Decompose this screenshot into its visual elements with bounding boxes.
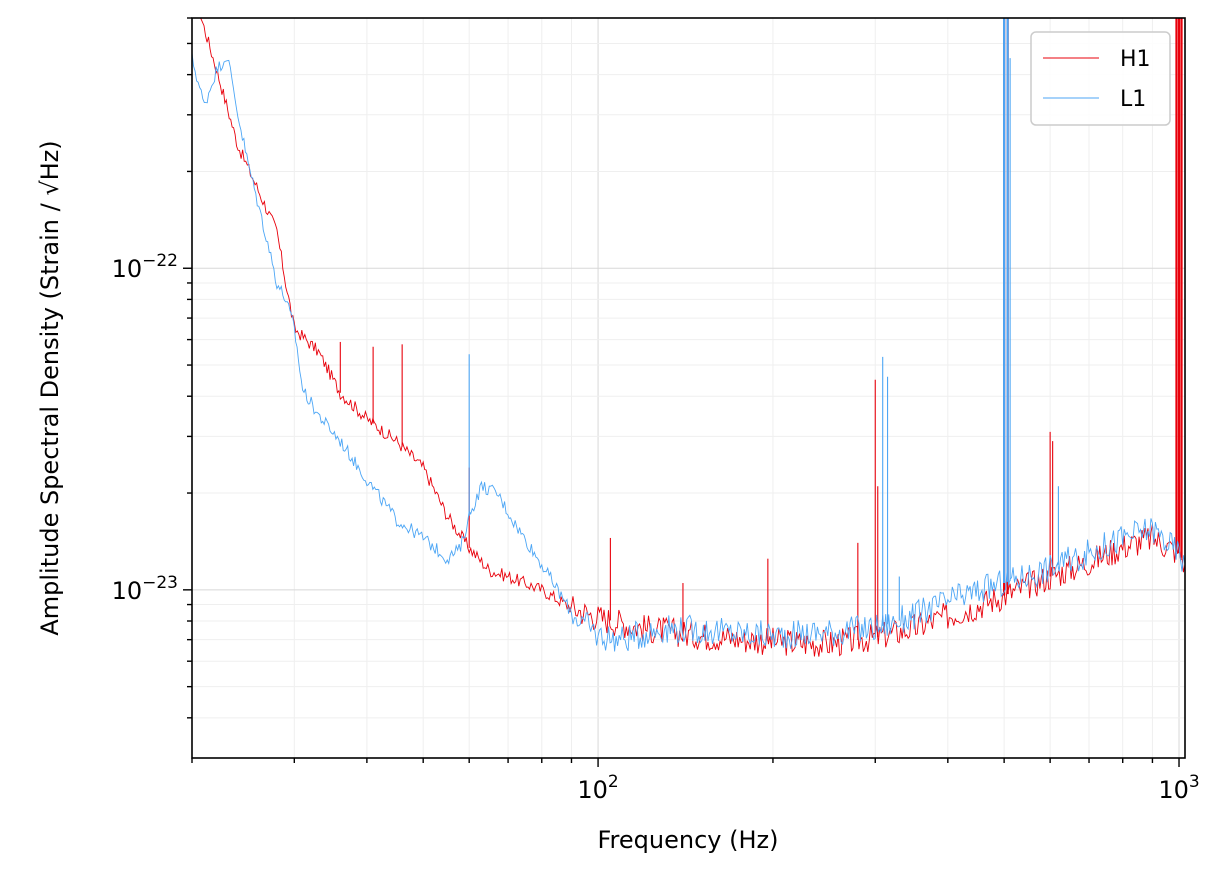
y-axis-title: Amplitude Spectral Density (Strain / √Hz… <box>36 140 64 635</box>
legend-label-h1: H1 <box>1120 47 1151 72</box>
y-tick-label: 10−22 <box>112 251 178 283</box>
x-tick-label: 103 <box>1158 772 1199 804</box>
series-line-h1 <box>199 18 1185 657</box>
ticks: 102 103 10−23 10−22 <box>112 17 1200 804</box>
legend-label-l1: L1 <box>1120 87 1146 112</box>
x-axis-title: Frequency (Hz) <box>598 826 779 854</box>
legend-box <box>1030 31 1171 126</box>
plot-frame <box>191 17 1186 759</box>
series-group <box>192 18 1185 657</box>
plot-background <box>192 18 1185 758</box>
y-tick-label: 10−23 <box>112 573 178 605</box>
legend: H1 L1 <box>1030 31 1171 126</box>
x-tick-label: 102 <box>577 772 618 804</box>
series-line-l1 <box>192 52 1185 652</box>
